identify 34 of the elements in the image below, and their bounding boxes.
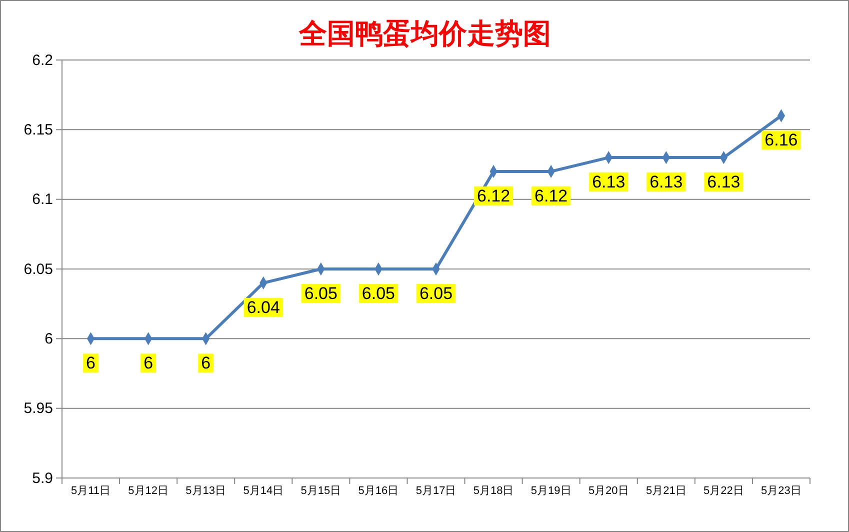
x-tick-label: 5月15日 xyxy=(300,485,342,498)
x-tick-label: 5月11日 xyxy=(70,485,111,498)
data-label: 6 xyxy=(144,354,154,373)
data-label: 6 xyxy=(86,354,96,373)
data-label: 6.12 xyxy=(476,186,510,206)
x-tick-label: 5月21日 xyxy=(646,485,686,498)
x-tick-label: 5月20日 xyxy=(588,485,629,498)
y-tick-label: 6.1 xyxy=(32,191,53,208)
chart-title: 全国鸭蛋均价走势图 xyxy=(298,18,551,49)
x-tick-label: 5月22日 xyxy=(704,485,744,498)
x-tick-label: 5月19日 xyxy=(530,485,572,498)
data-label: 6.05 xyxy=(419,284,453,303)
data-label: 6 xyxy=(201,354,211,373)
y-tick-label: 6.2 xyxy=(32,52,53,69)
x-tick-label: 5月17日 xyxy=(416,485,456,498)
data-label: 6.05 xyxy=(304,284,338,303)
y-tick-label: 6.15 xyxy=(24,121,53,138)
x-tick-label: 5月18日 xyxy=(473,485,514,498)
x-tick-label: 5月12日 xyxy=(128,485,168,498)
y-tick-label: 6 xyxy=(44,330,53,348)
data-label: 6.13 xyxy=(592,172,626,192)
data-label: 6.04 xyxy=(246,298,280,317)
data-label: 6.12 xyxy=(534,186,568,206)
x-tick-label: 5月13日 xyxy=(186,485,226,498)
data-label: 6.16 xyxy=(764,130,798,150)
y-tick-label: 5.95 xyxy=(24,400,53,418)
data-label: 6.13 xyxy=(707,172,740,192)
x-tick-label: 5月14日 xyxy=(243,485,284,498)
data-label: 6.05 xyxy=(362,284,396,303)
x-tick-label: 5月16日 xyxy=(358,485,399,498)
y-tick-label: 6.05 xyxy=(24,260,53,278)
data-label: 6.13 xyxy=(650,172,683,192)
x-tick-label: 5月23日 xyxy=(761,485,802,498)
y-tick-label: 5.9 xyxy=(32,470,53,487)
